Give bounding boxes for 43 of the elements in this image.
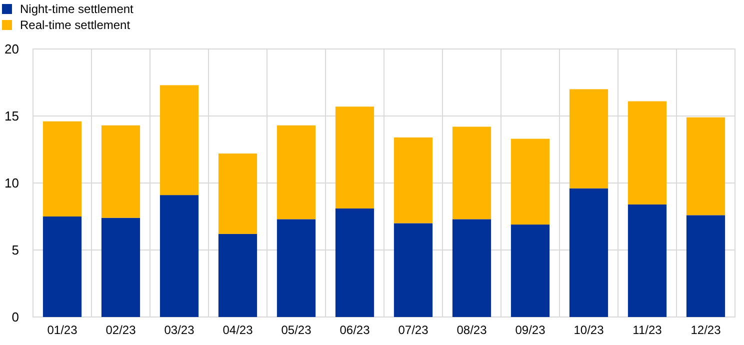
bar [628, 204, 667, 317]
bar [628, 101, 667, 204]
y-tick-label: 10 [4, 176, 19, 191]
bar [335, 106, 374, 208]
legend-label: Night-time settlement [20, 2, 134, 16]
bar [569, 188, 608, 317]
bar [686, 215, 726, 317]
x-tick-label: 04/23 [222, 323, 254, 337]
bar [101, 218, 140, 317]
x-tick-label: 01/23 [47, 323, 78, 337]
bar [101, 125, 140, 218]
bar [42, 121, 82, 216]
bar [394, 223, 433, 317]
bar [569, 89, 608, 188]
bar [160, 85, 199, 196]
x-tick-label: 09/23 [515, 323, 546, 337]
bar [276, 125, 316, 220]
legend-label: Real-time settlement [20, 18, 131, 32]
x-tick-label: 03/23 [164, 323, 195, 337]
y-tick-label: 5 [12, 242, 19, 258]
x-tick-label: 11/23 [632, 323, 662, 337]
bar [218, 234, 258, 317]
y-tick-label: 20 [4, 42, 19, 57]
bar [452, 219, 492, 317]
bar [394, 137, 433, 224]
bar [335, 208, 374, 317]
x-tick-label: 07/23 [398, 323, 429, 337]
x-tick-label: 12/23 [690, 323, 722, 337]
bar [276, 219, 316, 317]
x-tick-label: 05/23 [281, 323, 312, 337]
bar [218, 154, 258, 234]
x-tick-label: 06/23 [340, 323, 370, 337]
bar [452, 126, 492, 220]
bar [510, 138, 550, 225]
x-tick-label: 02/23 [106, 323, 136, 337]
bar [42, 216, 82, 317]
x-tick-label: 08/23 [456, 323, 488, 337]
y-tick-label: 0 [12, 310, 19, 325]
y-tick-label: 15 [4, 108, 19, 124]
bar [510, 224, 550, 317]
bar [160, 195, 199, 317]
x-tick-label: 10/23 [574, 323, 604, 337]
bar [686, 117, 726, 216]
